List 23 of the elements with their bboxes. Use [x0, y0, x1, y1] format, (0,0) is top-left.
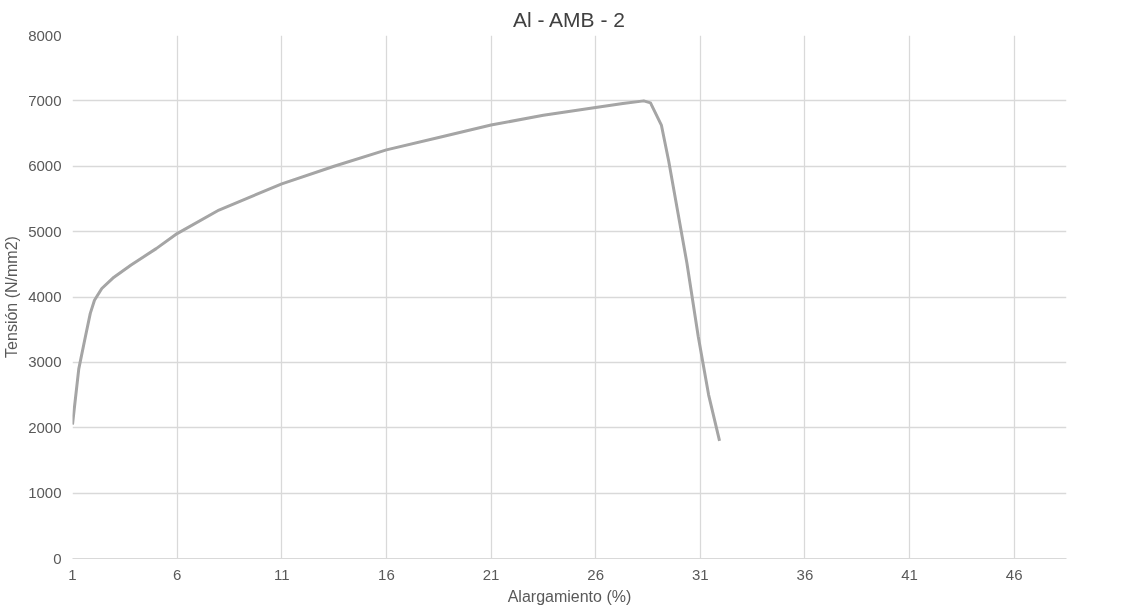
x-tick-label: 26 — [587, 565, 604, 583]
x-axis-title: Alargamiento (%) — [507, 587, 632, 605]
y-tick-label: 0 — [53, 549, 62, 567]
x-tick-label: 36 — [796, 565, 814, 583]
y-tick-label: 3000 — [28, 353, 62, 371]
y-axis-title: Tensión (N/mm2) — [3, 236, 21, 358]
y-tick-label: 7000 — [28, 91, 62, 109]
x-tick-label: 1 — [68, 565, 77, 583]
x-tick-label: 6 — [172, 565, 182, 583]
x-tick-label: 11 — [273, 565, 290, 583]
x-tick-label: 16 — [378, 565, 395, 583]
y-tick-label: 4000 — [28, 288, 62, 305]
y-tick-label: 8000 — [28, 26, 62, 44]
y-tick-label: 1000 — [28, 484, 62, 502]
x-tick-label: 31 — [691, 565, 709, 583]
x-tick-label: 21 — [482, 565, 500, 583]
chart-title: Al - AMB - 2 — [512, 7, 625, 31]
x-tick-label: 46 — [1005, 565, 1023, 583]
y-tick-label: 6000 — [28, 157, 62, 175]
x-tick-label: 41 — [901, 565, 918, 583]
y-tick-label: 5000 — [28, 222, 62, 240]
y-tick-label: 2000 — [28, 418, 62, 436]
line-series — [72, 99, 722, 443]
